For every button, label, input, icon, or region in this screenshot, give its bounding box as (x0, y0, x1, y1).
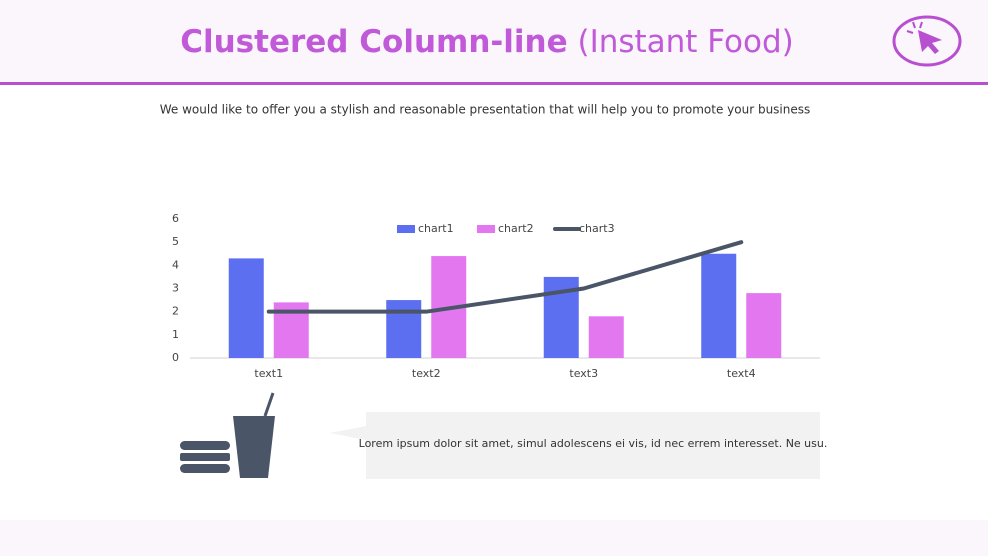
x-tick-label: text2 (412, 367, 441, 380)
legend-label: chart2 (498, 222, 534, 235)
callout-text: Lorem ipsum dolor sit amet, simul adoles… (359, 437, 828, 450)
bar (701, 253, 737, 358)
cursor-icon (892, 15, 962, 67)
x-tick-label: text3 (569, 367, 598, 380)
y-tick-label: 5 (172, 235, 179, 248)
footer-band (0, 520, 988, 556)
bar (386, 300, 422, 358)
title-suffix: (Instant Food) (577, 24, 793, 60)
title: Clustered Column-line (Instant Food) (180, 24, 794, 60)
bar (588, 316, 624, 358)
y-tick-label: 0 (172, 351, 179, 364)
subtitle: We would like to offer you a stylish and… (160, 103, 811, 117)
x-tick-label: text1 (254, 367, 283, 380)
header-rule (0, 82, 988, 85)
bar (228, 258, 264, 358)
x-tick-label: text4 (727, 367, 756, 380)
food-icon (180, 392, 275, 478)
y-tick-label: 1 (172, 328, 179, 341)
legend-swatch (477, 225, 495, 233)
bar (746, 293, 782, 358)
legend-label: chart3 (579, 222, 615, 235)
y-tick-label: 2 (172, 305, 179, 318)
callout-box (330, 412, 820, 479)
line (266, 240, 744, 314)
chart: 0 1 2 3 4 5 6 text1 text2 text3 text4 chart1 chart2 c… (172, 212, 820, 380)
legend-swatch (397, 225, 415, 233)
title-main: Clustered Column-line (180, 24, 567, 60)
y-tick-label: 4 (172, 258, 179, 271)
y-tick-label: 3 (172, 282, 179, 295)
y-tick-label: 6 (172, 212, 179, 225)
header-band (0, 0, 988, 82)
legend-label: chart1 (418, 222, 454, 235)
